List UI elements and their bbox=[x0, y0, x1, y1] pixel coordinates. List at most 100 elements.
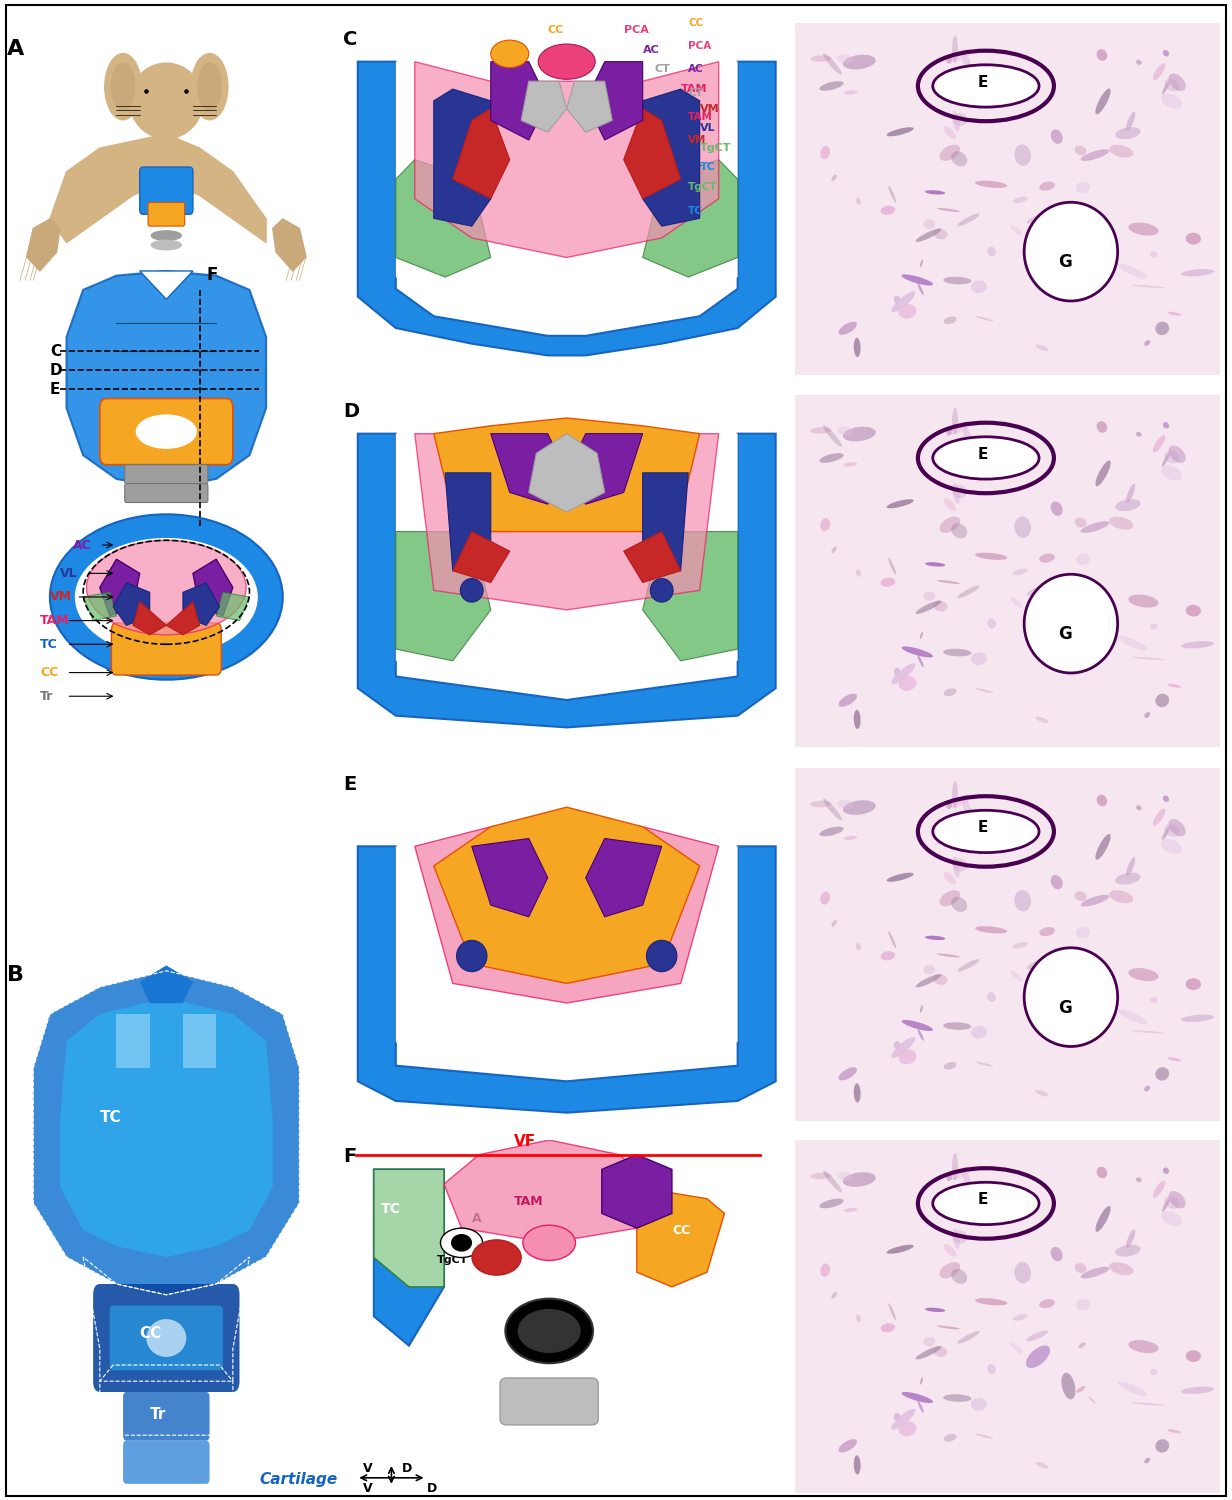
Ellipse shape bbox=[952, 483, 960, 504]
Text: TAM: TAM bbox=[514, 1194, 543, 1208]
Ellipse shape bbox=[1156, 693, 1169, 706]
Ellipse shape bbox=[105, 54, 142, 120]
Ellipse shape bbox=[1051, 1246, 1063, 1262]
Ellipse shape bbox=[902, 1020, 933, 1031]
Ellipse shape bbox=[1153, 808, 1165, 826]
Ellipse shape bbox=[1095, 834, 1110, 860]
Ellipse shape bbox=[823, 1170, 841, 1192]
Ellipse shape bbox=[1163, 795, 1169, 802]
Ellipse shape bbox=[933, 831, 944, 839]
Polygon shape bbox=[357, 433, 776, 728]
Ellipse shape bbox=[1074, 1263, 1087, 1274]
Ellipse shape bbox=[152, 231, 181, 240]
Ellipse shape bbox=[978, 458, 981, 482]
Ellipse shape bbox=[891, 663, 915, 684]
Ellipse shape bbox=[837, 800, 854, 808]
Ellipse shape bbox=[924, 591, 935, 602]
Ellipse shape bbox=[1117, 636, 1147, 651]
Text: B: B bbox=[6, 966, 23, 986]
FancyBboxPatch shape bbox=[500, 1378, 599, 1425]
Ellipse shape bbox=[952, 856, 960, 877]
Ellipse shape bbox=[1095, 88, 1110, 114]
Ellipse shape bbox=[1145, 712, 1151, 718]
Polygon shape bbox=[84, 592, 117, 621]
Ellipse shape bbox=[1014, 890, 1031, 912]
Ellipse shape bbox=[1162, 827, 1169, 840]
Ellipse shape bbox=[898, 1422, 917, 1437]
Ellipse shape bbox=[1149, 252, 1158, 258]
Ellipse shape bbox=[881, 951, 896, 960]
Ellipse shape bbox=[952, 782, 958, 808]
Text: F: F bbox=[344, 1148, 356, 1166]
Text: F: F bbox=[206, 267, 218, 285]
Polygon shape bbox=[434, 419, 700, 531]
Ellipse shape bbox=[1076, 268, 1085, 276]
Ellipse shape bbox=[832, 1292, 837, 1299]
Ellipse shape bbox=[832, 174, 837, 182]
Ellipse shape bbox=[888, 558, 896, 574]
Ellipse shape bbox=[1115, 873, 1141, 885]
Ellipse shape bbox=[1126, 1228, 1135, 1248]
FancyBboxPatch shape bbox=[100, 399, 233, 465]
FancyBboxPatch shape bbox=[111, 622, 222, 675]
Ellipse shape bbox=[940, 516, 960, 532]
Ellipse shape bbox=[940, 144, 960, 160]
Polygon shape bbox=[133, 602, 166, 634]
Text: C: C bbox=[344, 30, 357, 48]
Ellipse shape bbox=[1076, 927, 1090, 939]
Ellipse shape bbox=[976, 688, 993, 693]
Ellipse shape bbox=[887, 500, 914, 508]
Ellipse shape bbox=[962, 53, 972, 74]
Ellipse shape bbox=[893, 296, 901, 303]
Ellipse shape bbox=[936, 954, 960, 957]
Polygon shape bbox=[415, 62, 718, 258]
Ellipse shape bbox=[1126, 111, 1135, 130]
Ellipse shape bbox=[962, 798, 972, 819]
Text: G: G bbox=[1058, 999, 1072, 1017]
Polygon shape bbox=[184, 1014, 217, 1068]
Ellipse shape bbox=[832, 920, 837, 927]
Ellipse shape bbox=[1163, 1167, 1169, 1174]
Ellipse shape bbox=[854, 338, 861, 357]
Text: D: D bbox=[49, 363, 63, 378]
Text: TgCT: TgCT bbox=[700, 142, 731, 153]
Ellipse shape bbox=[1156, 321, 1169, 334]
Polygon shape bbox=[395, 531, 490, 662]
Text: TAM: TAM bbox=[689, 111, 713, 122]
FancyBboxPatch shape bbox=[123, 1392, 209, 1440]
Ellipse shape bbox=[952, 112, 967, 126]
Ellipse shape bbox=[902, 274, 933, 285]
Ellipse shape bbox=[933, 1182, 1039, 1224]
Text: LCA: LCA bbox=[532, 1238, 556, 1248]
Ellipse shape bbox=[1096, 1167, 1108, 1179]
Ellipse shape bbox=[1013, 196, 1027, 202]
Ellipse shape bbox=[1062, 1000, 1076, 1028]
Ellipse shape bbox=[837, 54, 854, 63]
Text: AC: AC bbox=[73, 538, 92, 552]
Text: E: E bbox=[977, 1192, 988, 1208]
Text: TAM: TAM bbox=[681, 84, 707, 94]
Ellipse shape bbox=[1145, 340, 1151, 346]
Ellipse shape bbox=[888, 932, 896, 948]
Ellipse shape bbox=[881, 1323, 896, 1332]
Ellipse shape bbox=[538, 44, 595, 80]
Ellipse shape bbox=[944, 1434, 956, 1442]
Ellipse shape bbox=[1181, 640, 1214, 648]
Ellipse shape bbox=[947, 50, 971, 62]
Ellipse shape bbox=[920, 632, 923, 639]
Text: VM: VM bbox=[479, 1251, 501, 1263]
Polygon shape bbox=[529, 433, 605, 512]
Ellipse shape bbox=[111, 63, 134, 111]
Ellipse shape bbox=[946, 429, 952, 435]
Ellipse shape bbox=[1185, 232, 1201, 244]
Ellipse shape bbox=[920, 1005, 923, 1013]
Polygon shape bbox=[643, 531, 738, 662]
Ellipse shape bbox=[978, 86, 981, 109]
Ellipse shape bbox=[936, 209, 960, 212]
Ellipse shape bbox=[1035, 1462, 1048, 1468]
Ellipse shape bbox=[951, 524, 967, 538]
Ellipse shape bbox=[918, 284, 924, 296]
Ellipse shape bbox=[856, 944, 861, 951]
FancyBboxPatch shape bbox=[94, 1284, 239, 1392]
Ellipse shape bbox=[1153, 63, 1165, 81]
